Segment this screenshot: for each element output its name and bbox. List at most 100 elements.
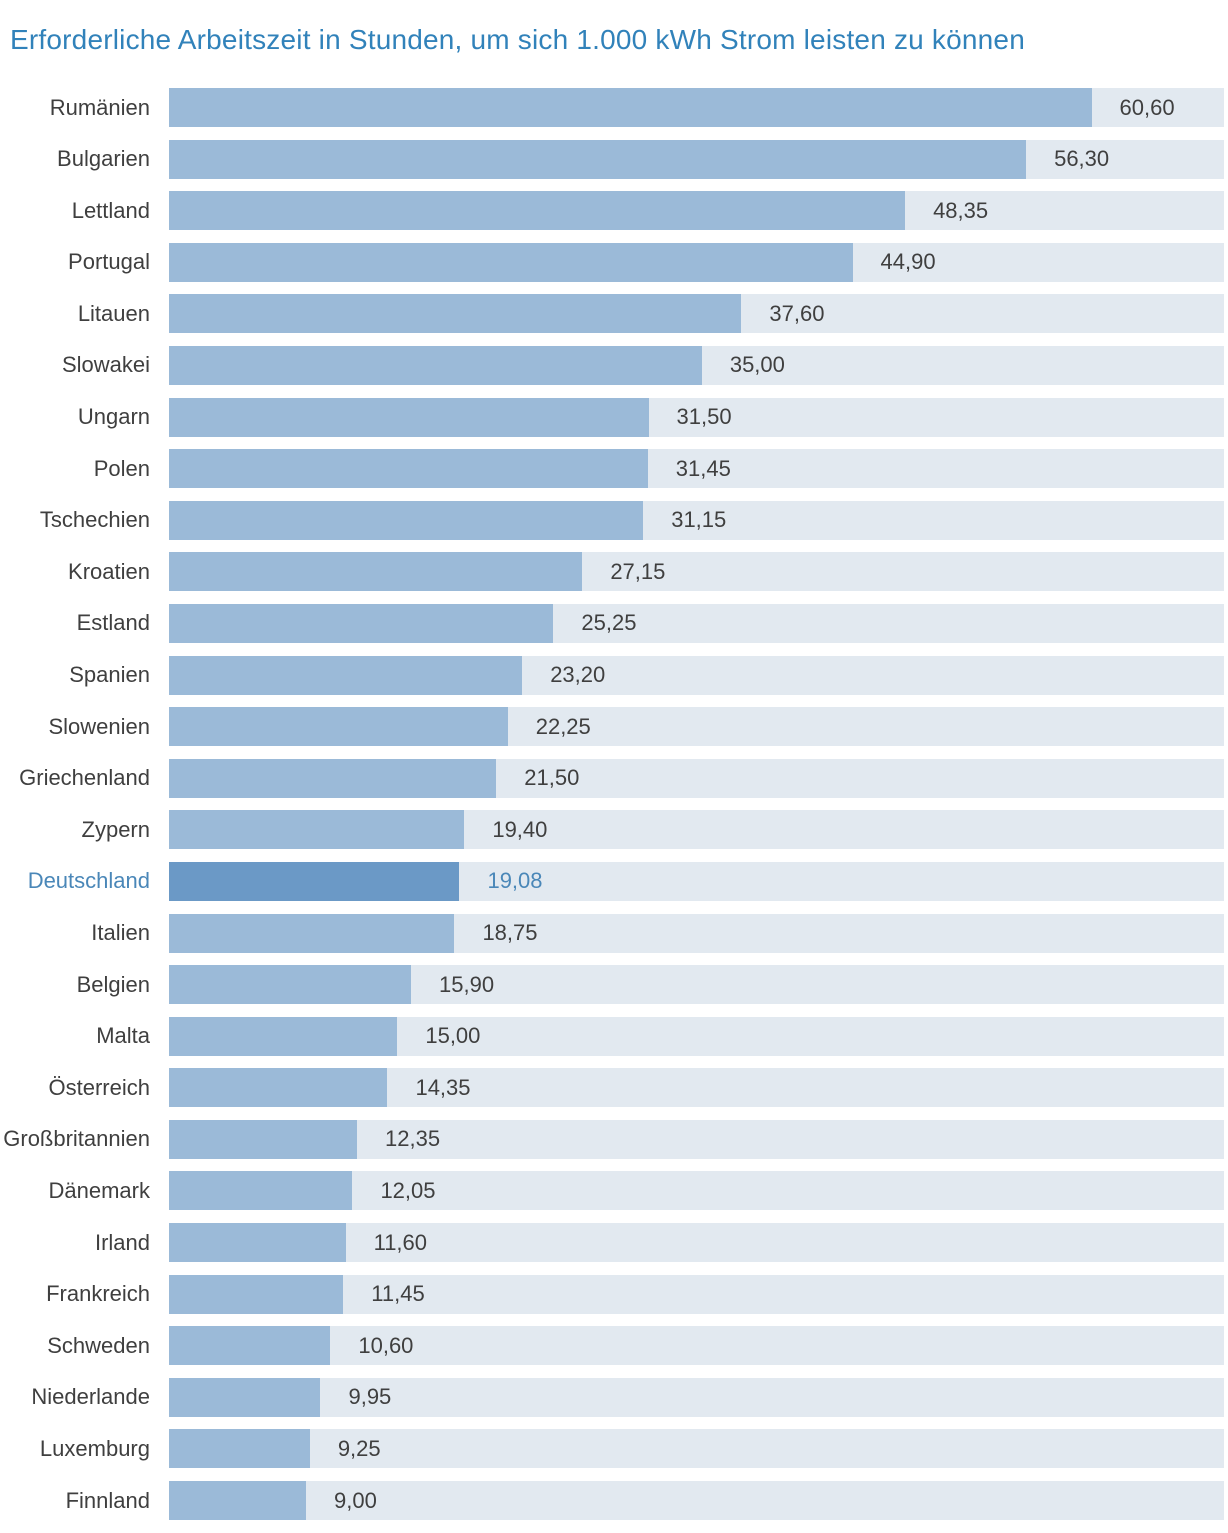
bar	[169, 1171, 353, 1211]
bar	[169, 242, 853, 282]
bar-track: 35,00	[169, 345, 1224, 385]
country-label: Griechenland	[0, 759, 169, 798]
bar	[169, 1223, 346, 1263]
bar-track: 11,45	[169, 1274, 1224, 1314]
bar-track: 27,15	[169, 552, 1224, 592]
bar-track: 21,50	[169, 758, 1224, 798]
country-label-text: Lettland	[71, 197, 150, 223]
bar	[169, 191, 906, 231]
country-label-text: Luxemburg	[39, 1435, 150, 1461]
chart-row: Polen 31,45	[0, 449, 1228, 489]
value-label: 21,50	[524, 765, 580, 791]
bar	[169, 810, 465, 850]
chart-row: Italien 18,75	[0, 913, 1228, 953]
bar	[169, 861, 460, 901]
country-label: Ungarn	[0, 398, 169, 437]
value-label: 48,35	[933, 197, 989, 223]
value-label: 37,60	[769, 300, 825, 326]
value-label: 15,90	[439, 971, 495, 997]
bar	[169, 88, 1092, 127]
bar-track: 18,75	[169, 913, 1224, 953]
country-label-text: Spanien	[69, 662, 150, 688]
country-label: Slowenien	[0, 707, 169, 746]
bar	[169, 913, 455, 953]
value-label: 44,90	[880, 249, 936, 275]
bar	[169, 1119, 357, 1159]
bar-track: 15,90	[169, 965, 1224, 1005]
chart-row: Zypern 19,40	[0, 810, 1228, 850]
chart-row: Dänemark 12,05	[0, 1171, 1228, 1211]
bar-track: 60,60	[169, 88, 1224, 127]
country-label-text: Griechenland	[19, 765, 150, 791]
chart-row: Slowakei 35,00	[0, 345, 1228, 385]
country-label-text: Estland	[76, 610, 150, 636]
bar	[169, 397, 649, 437]
value-label: 12,35	[385, 1126, 441, 1152]
country-label: Kroatien	[0, 552, 169, 591]
country-label-text: Österreich	[48, 1074, 150, 1100]
country-label: Großbritannien	[0, 1120, 169, 1159]
chart-row: Ungarn 31,50	[0, 397, 1228, 437]
chart-row: Deutschland 19,08	[0, 861, 1228, 901]
value-label: 31,45	[675, 455, 731, 481]
bar	[169, 1326, 331, 1366]
country-label: Spanien	[0, 656, 169, 695]
country-label: Tschechien	[0, 501, 169, 540]
chart-title: Erforderliche Arbeitszeit in Stunden, um…	[10, 24, 1025, 55]
bar-track: 9,95	[169, 1377, 1224, 1417]
bar	[169, 707, 508, 747]
value-label: 9,95	[348, 1384, 392, 1410]
chart-row: Großbritannien 12,35	[0, 1119, 1228, 1159]
value-label: 56,30	[1054, 146, 1110, 172]
value-label: 60,60	[1119, 94, 1175, 120]
bar	[169, 1481, 306, 1521]
bar-track: 12,05	[169, 1171, 1224, 1211]
bar-track: 22,25	[169, 707, 1224, 747]
country-label: Deutschland	[0, 862, 169, 901]
value-label: 19,08	[487, 868, 543, 894]
country-label: Italien	[0, 914, 169, 953]
chart-row: Irland 11,60	[0, 1223, 1228, 1263]
country-label: Malta	[0, 1017, 169, 1056]
value-label: 9,00	[334, 1487, 377, 1513]
value-label: 12,05	[380, 1177, 436, 1203]
country-label-text: Dänemark	[48, 1177, 150, 1203]
bar-track: 9,00	[169, 1481, 1224, 1521]
country-label-text: Deutschland	[27, 868, 150, 894]
value-label: 11,45	[371, 1281, 425, 1307]
bar-track: 31,15	[169, 500, 1224, 540]
value-label: 23,20	[550, 662, 606, 688]
chart-row: Niederlande 9,95	[0, 1377, 1228, 1417]
value-label: 11,60	[373, 1229, 428, 1255]
value-label: 35,00	[729, 352, 785, 378]
bar	[169, 655, 523, 695]
chart-row: Estland 25,25	[0, 603, 1228, 643]
chart-row: Griechenland 21,50	[0, 758, 1228, 798]
bar-track: 19,40	[169, 810, 1224, 850]
bar	[169, 294, 742, 334]
country-label: Polen	[0, 449, 169, 488]
country-label-text: Irland	[94, 1229, 150, 1255]
bar	[169, 1068, 388, 1108]
bar	[169, 449, 648, 489]
value-label: 31,50	[676, 404, 732, 430]
value-label: 19,40	[492, 816, 548, 842]
bar-track: 31,45	[169, 449, 1224, 489]
country-label: Portugal	[0, 243, 169, 282]
chart-row: Finnland 9,00	[0, 1481, 1228, 1521]
country-label-text: Rumänien	[49, 94, 150, 120]
bar-track: 15,00	[169, 1016, 1224, 1056]
country-label: Niederlande	[0, 1378, 169, 1417]
bar-track: 56,30	[169, 139, 1224, 179]
bar-track: 11,60	[169, 1223, 1224, 1263]
bar-track: 44,90	[169, 242, 1224, 282]
country-label: Schweden	[0, 1326, 169, 1365]
country-label-text: Malta	[96, 1023, 150, 1049]
chart-row: Tschechien 31,15	[0, 500, 1228, 540]
bar	[169, 345, 702, 385]
country-label: Irland	[0, 1223, 169, 1262]
country-label: Österreich	[0, 1068, 169, 1107]
country-label: Belgien	[0, 965, 169, 1004]
country-label-text: Ungarn	[77, 404, 150, 430]
bar-track: 48,35	[169, 191, 1224, 231]
